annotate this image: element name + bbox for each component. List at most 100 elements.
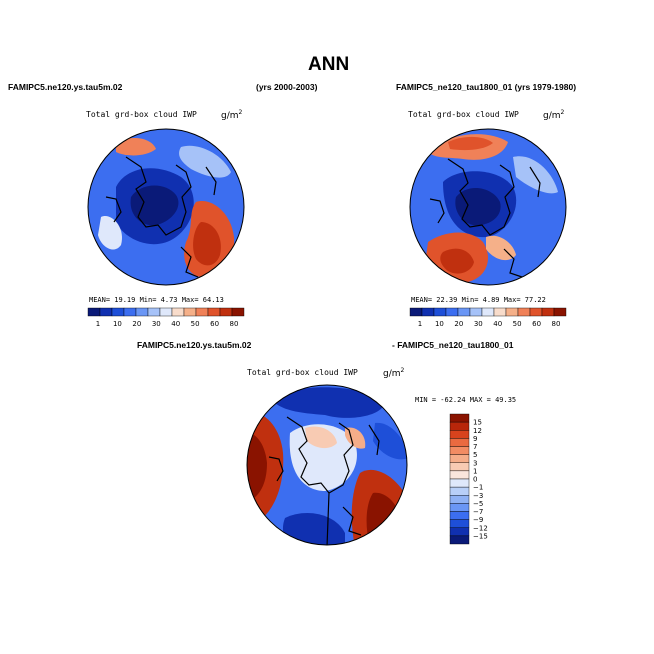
left-stats: MEAN= 19.19 Min= 4.73 Max= 64.13 [89, 296, 224, 304]
left-colorbar: 1 10 20 30 40 50 60 80 [87, 307, 245, 328]
left-colorbar-swatch [207, 307, 221, 317]
left-colorbar-tick-label: 60 [210, 320, 219, 328]
left-colorbar-swatch [183, 307, 197, 317]
diff-map-border [246, 384, 408, 546]
right-colorbar-swatch [529, 307, 543, 317]
diff-colorbar-tick-label: 12 [473, 427, 482, 435]
diff-colorbar-tick-label: 0 [473, 476, 477, 484]
left-unit-label: g/m2 [221, 109, 243, 121]
diff-colorbar-swatch [449, 478, 470, 488]
right-colorbar-swatch [493, 307, 507, 317]
left-colorbar-swatch [219, 307, 233, 317]
diff-colorbar-tick-label: 5 [473, 451, 477, 459]
left-colorbar-tick-label: 1 [96, 320, 100, 328]
left-colorbar-swatch [159, 307, 173, 317]
right-polar-map [409, 128, 567, 286]
diff-neg-deep-upper [270, 387, 385, 418]
right-red-lower-inner [440, 248, 474, 274]
right-colorbar-swatch [433, 307, 447, 317]
left-colorbar-swatch [135, 307, 149, 317]
diff-colorbar-swatch [449, 470, 470, 480]
diff-polar-map [246, 384, 408, 546]
left-colorbar-swatch [111, 307, 125, 317]
right-colorbar-swatch [541, 307, 555, 317]
right-colorbar-tick-label: 80 [552, 320, 561, 328]
left-lightblue-lower [98, 216, 122, 250]
right-colorbar-tick-label: 20 [454, 320, 463, 328]
right-colorbar-swatch [469, 307, 483, 317]
diff-colorbar-swatch [449, 486, 470, 496]
diff-colorbar-swatch [449, 495, 470, 504]
right-colorbar-tick-label: 40 [493, 320, 502, 328]
left-arctic-core [130, 185, 179, 226]
right-colorbar-swatch [409, 307, 423, 317]
diff-colorbar-tick-label: −15 [473, 532, 488, 540]
left-colorbar-tick-label: 20 [132, 320, 141, 328]
left-polar-map [87, 128, 245, 286]
left-colorbar-tick-label: 30 [152, 320, 161, 328]
left-colorbar-swatch [87, 307, 101, 317]
diff-colorbar-tick-label: 3 [473, 459, 477, 467]
diff-neg-lower [282, 513, 345, 545]
diff-colorbar-tick-label: −5 [473, 500, 483, 508]
left-colorbar-tick-label: 10 [113, 320, 122, 328]
diff-colorbar-tick-label: 1 [473, 467, 477, 475]
left-colorbar-swatch [99, 307, 113, 317]
left-colorbar-swatch [171, 307, 185, 317]
right-colorbar-swatch [481, 307, 495, 317]
left-coastline [105, 156, 217, 278]
diff-colorbar-swatch [449, 413, 470, 423]
right-colorbar-tick-label: 10 [435, 320, 444, 328]
left-top-red [116, 137, 156, 156]
diff-colorbar-swatch [449, 511, 470, 520]
diff-colorbar-tick-label: 7 [473, 443, 477, 451]
diff-colorbar-swatch [449, 503, 470, 512]
diff-coastline [268, 416, 380, 545]
diff-field-label: Total grd-box cloud IWP [247, 368, 358, 377]
diff-colorbar-swatch [449, 527, 470, 537]
left-colorbar-swatch [195, 307, 209, 317]
diff-colorbar-swatch [449, 462, 470, 472]
right-field-label: Total grd-box cloud IWP [408, 110, 519, 119]
right-case-name: FAMIPC5_ne120_tau1800_01 (yrs 1979-1980) [396, 82, 577, 92]
left-colorbar-swatch [123, 307, 137, 317]
diff-colorbar-swatch [449, 446, 470, 455]
left-years: (yrs 2000-2003) [256, 82, 318, 92]
diff-colorbar-tick-label: −12 [473, 524, 488, 532]
right-coastline [429, 158, 541, 278]
right-colorbar-tick-label: 60 [532, 320, 541, 328]
diff-case-b: - FAMIPC5_ne120_tau1800_01 [392, 340, 514, 350]
left-light-region [179, 145, 231, 178]
left-colorbar-swatch [147, 307, 161, 317]
diff-colorbar-tick-label: −1 [473, 484, 483, 492]
right-colorbar-tick-label: 30 [474, 320, 483, 328]
diff-neg-right-upper [373, 422, 407, 460]
right-colorbar-swatch [517, 307, 531, 317]
left-map-border [87, 128, 245, 286]
figure-title: ANN [308, 54, 350, 75]
diff-colorbar-swatch [449, 519, 470, 528]
left-colorbar-tick-label: 80 [230, 320, 239, 328]
right-colorbar-swatch [553, 307, 567, 317]
diff-case-a: FAMIPC5.ne120.ys.tau5m.02 [137, 340, 252, 350]
diff-colorbar-tick-label: 9 [473, 435, 477, 443]
diff-colorbar-swatch [449, 421, 470, 431]
right-arctic-core [455, 187, 501, 226]
right-colorbar: 1 10 20 30 40 50 60 80 [409, 307, 567, 328]
right-stats: MEAN= 22.39 Min= 4.89 Max= 77.22 [411, 296, 546, 304]
diff-pale-red-center [305, 426, 337, 449]
right-unit-label: g/m2 [543, 109, 565, 121]
diff-colorbar-swatch [449, 454, 470, 463]
right-colorbar-swatch [505, 307, 519, 317]
left-case-name: FAMIPC5.ne120.ys.tau5m.02 [8, 82, 123, 92]
diff-unit-label: g/m2 [383, 367, 405, 379]
diff-colorbar-tick-label: −9 [473, 516, 483, 524]
left-red-inner-region [193, 222, 221, 266]
right-colorbar-swatch [421, 307, 435, 317]
left-colorbar-swatch [231, 307, 245, 317]
diff-colorbar-swatch [449, 438, 470, 447]
right-colorbar-swatch [445, 307, 459, 317]
diff-stats: MIN = -62.24 MAX = 49.35 [415, 396, 517, 404]
diff-colorbar-swatch [449, 430, 470, 439]
